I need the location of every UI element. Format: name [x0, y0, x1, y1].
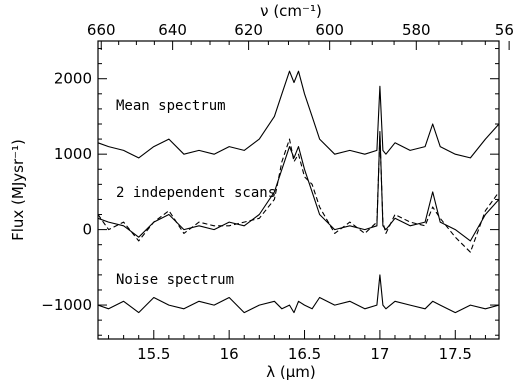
series-line-2: [97, 134, 500, 253]
x-tick-label: 15.5: [137, 345, 170, 363]
series-line-1: [97, 130, 500, 242]
annotation-independent-scans: 2 independent scans: [116, 185, 276, 201]
y-tick-label: 2000: [54, 70, 92, 88]
top-tick-label: 640: [158, 21, 187, 39]
annotation-noise-spectrum: Noise spectrum: [116, 272, 234, 288]
series-line-3: [97, 274, 500, 314]
series-line-0: [97, 70, 500, 159]
x-tick-label: 16: [220, 345, 239, 363]
top-tick-label: 660: [87, 21, 116, 39]
x-tick-label: 16.5: [288, 345, 321, 363]
y-tick-label: −1000: [41, 296, 92, 314]
x-tick-label: 17.5: [439, 345, 472, 363]
x-tick-label: 17: [370, 345, 389, 363]
top-tick-label: 600: [315, 21, 344, 39]
top-tick-label: 560: [495, 21, 514, 39]
top-tick-label: 620: [234, 21, 263, 39]
x-axis-title: λ (μm): [266, 363, 316, 381]
top-tick-label: 580: [402, 21, 431, 39]
y-tick-label: 0: [82, 221, 92, 239]
y-axis-title: Flux (MJysr⁻¹): [9, 139, 27, 241]
axis-ticks: [98, 41, 510, 339]
plot-frame: [97, 40, 500, 340]
annotation-mean-spectrum: Mean spectrum: [116, 98, 226, 114]
top-axis-title: ν (cm⁻¹): [260, 2, 322, 20]
plot-marks: [97, 70, 500, 314]
y-tick-label: 1000: [54, 145, 92, 163]
tick-labels: 15.5 16 16.5 17 17.5 660 640 620 600 580 560 −1000 0…: [41, 21, 514, 363]
